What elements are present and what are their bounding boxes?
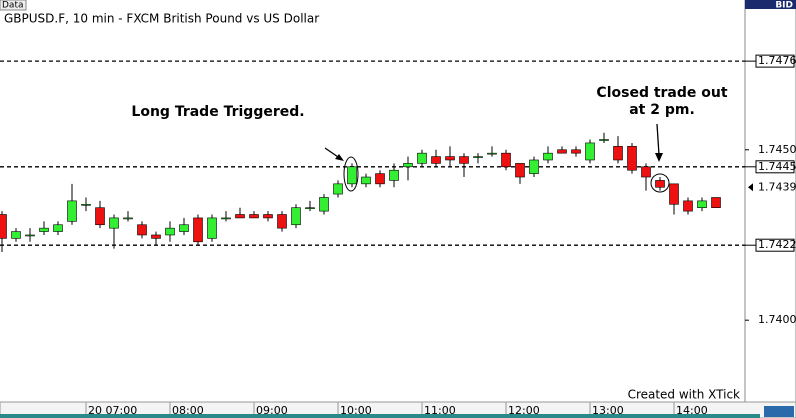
axis-header bbox=[745, 0, 796, 9]
candle-body bbox=[375, 173, 385, 185]
annotation: Long Trade Triggered. bbox=[131, 104, 304, 120]
last-price-marker bbox=[748, 183, 753, 192]
candle-body bbox=[291, 207, 301, 226]
candle-body bbox=[249, 214, 259, 219]
candle-body bbox=[543, 152, 553, 161]
candle-body bbox=[109, 217, 119, 229]
candle-body bbox=[487, 152, 497, 155]
x-tick-label: 12:00 bbox=[508, 404, 540, 417]
candle-body bbox=[333, 183, 343, 195]
candle-body bbox=[11, 231, 21, 239]
candle-body bbox=[0, 214, 7, 239]
candle-body bbox=[137, 224, 147, 236]
candle-body bbox=[123, 217, 133, 220]
last-price-label: 1.7439 bbox=[758, 180, 796, 193]
candle-body bbox=[431, 156, 441, 164]
candle-body bbox=[319, 197, 329, 212]
watermark: Created with XTick bbox=[628, 388, 740, 402]
candle-body bbox=[277, 214, 287, 229]
candle-body bbox=[683, 200, 693, 212]
candle-body bbox=[207, 217, 217, 239]
scrollbar[interactable] bbox=[0, 414, 760, 418]
candle-body bbox=[81, 203, 91, 206]
axis-label: BID bbox=[775, 1, 793, 11]
candle-body bbox=[235, 214, 245, 219]
arrow-head bbox=[335, 154, 344, 161]
level-label: 1.7422 bbox=[758, 238, 796, 251]
candle-body bbox=[613, 146, 623, 161]
candle-body bbox=[263, 214, 273, 219]
annotation: at 2 pm. bbox=[629, 102, 695, 118]
annotation: Closed trade out bbox=[596, 85, 727, 101]
candle-body bbox=[529, 159, 539, 174]
tab-label: Data bbox=[2, 1, 24, 11]
candle-body bbox=[67, 200, 77, 222]
x-tick-label: 10:00 bbox=[340, 404, 372, 417]
candle-body bbox=[417, 152, 427, 164]
level-label: 1.7476 bbox=[758, 54, 796, 67]
x-tick-label: 20 07:00 bbox=[88, 404, 137, 417]
data-tab[interactable] bbox=[0, 0, 27, 11]
candle-body bbox=[515, 163, 525, 178]
arrow bbox=[656, 123, 660, 156]
candle-body bbox=[501, 152, 511, 168]
scroll-buttons[interactable] bbox=[764, 406, 794, 417]
candle-body bbox=[151, 234, 161, 239]
level-box bbox=[755, 54, 795, 68]
y-tick-label: 1.7450 bbox=[758, 143, 796, 156]
candle-body bbox=[193, 217, 203, 243]
x-tick-label: 14:00 bbox=[676, 404, 708, 417]
candle-body bbox=[711, 197, 721, 209]
candle-body bbox=[39, 227, 49, 232]
candle-body bbox=[641, 166, 651, 178]
chart-title: GBPUSD.F, 10 min - FXCM British Pound vs… bbox=[4, 12, 319, 26]
candle-body bbox=[627, 146, 637, 171]
candle-body bbox=[53, 224, 63, 232]
candle-body bbox=[361, 176, 371, 185]
candle-body bbox=[571, 149, 581, 154]
candle-body bbox=[389, 169, 399, 181]
candle-body bbox=[179, 224, 189, 232]
candle-body bbox=[697, 200, 707, 209]
candle-body bbox=[165, 227, 175, 236]
candle-body bbox=[669, 183, 679, 205]
candle-body bbox=[445, 156, 455, 161]
level-box bbox=[755, 160, 795, 174]
candle-body bbox=[25, 234, 35, 237]
x-tick-label: 13:00 bbox=[592, 404, 624, 417]
candle-body bbox=[655, 180, 665, 188]
y-tick-label: 1.7400 bbox=[758, 313, 796, 326]
highlight-circle bbox=[650, 173, 670, 193]
candle-body bbox=[305, 207, 315, 210]
highlight-ellipse bbox=[343, 156, 359, 192]
x-tick-label: 08:00 bbox=[172, 404, 204, 417]
x-tick-label: 11:00 bbox=[424, 404, 456, 417]
level-box bbox=[755, 238, 795, 252]
candle-body bbox=[403, 163, 413, 168]
candle-body bbox=[599, 139, 609, 141]
candle-body bbox=[95, 207, 105, 226]
candle-body bbox=[459, 156, 469, 164]
candle-body bbox=[557, 149, 567, 154]
candle-body bbox=[347, 166, 357, 185]
x-tick-label: 09:00 bbox=[256, 404, 288, 417]
candle-body bbox=[473, 156, 483, 158]
level-label: 1.7445 bbox=[758, 160, 796, 173]
candle-body bbox=[585, 142, 595, 161]
arrow-head bbox=[655, 153, 663, 162]
candle-body bbox=[221, 217, 231, 220]
